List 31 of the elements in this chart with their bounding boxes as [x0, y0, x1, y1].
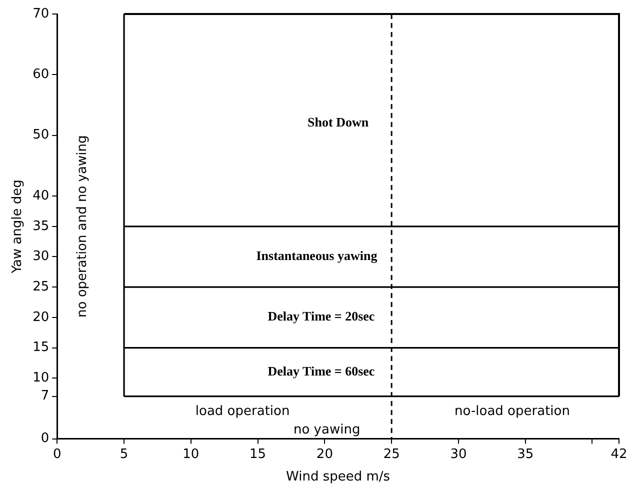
x-tick-label: 30 [450, 446, 467, 462]
x-tick-label: 0 [53, 446, 62, 462]
annotation: Instantaneous yawing [256, 248, 378, 263]
annotation: no yawing [293, 422, 360, 438]
y-tick-label: 0 [40, 431, 50, 446]
x-tick-label: 20 [316, 446, 333, 462]
y-tick-label: 15 [32, 340, 50, 356]
y-tick-label: 60 [32, 67, 50, 82]
y-tick-label: 20 [32, 310, 50, 325]
x-tick-label: 5 [120, 446, 128, 462]
x-tick-label: 42 [610, 446, 628, 462]
annotation: no-load operation [454, 404, 570, 419]
annotation: Delay Time = 20sec [268, 308, 375, 324]
y-tick-label: 40 [32, 188, 50, 204]
annotation: no operation and no yawing [74, 135, 90, 318]
annotation: Delay Time = 60sec [268, 363, 375, 378]
annotation: Shot Down [308, 114, 370, 130]
x-axis-title: Wind speed m/s [286, 470, 390, 485]
y-axis-title: Yaw angle deg [10, 180, 26, 274]
y-tick-label: 10 [32, 370, 50, 386]
x-tick-label: 10 [182, 446, 200, 462]
x-tick-label: 35 [517, 446, 534, 462]
y-tick-label: 70 [32, 6, 50, 22]
annotation: load operation [195, 404, 290, 419]
y-tick-label: 25 [32, 279, 50, 294]
x-tick-label: 15 [250, 446, 266, 462]
y-tick-label: 30 [32, 249, 50, 264]
x-tick-label: 25 [383, 446, 400, 462]
y-tick-label: 50 [32, 128, 50, 143]
y-tick-label: 7 [40, 388, 50, 404]
y-tick-label: 35 [32, 218, 50, 234]
